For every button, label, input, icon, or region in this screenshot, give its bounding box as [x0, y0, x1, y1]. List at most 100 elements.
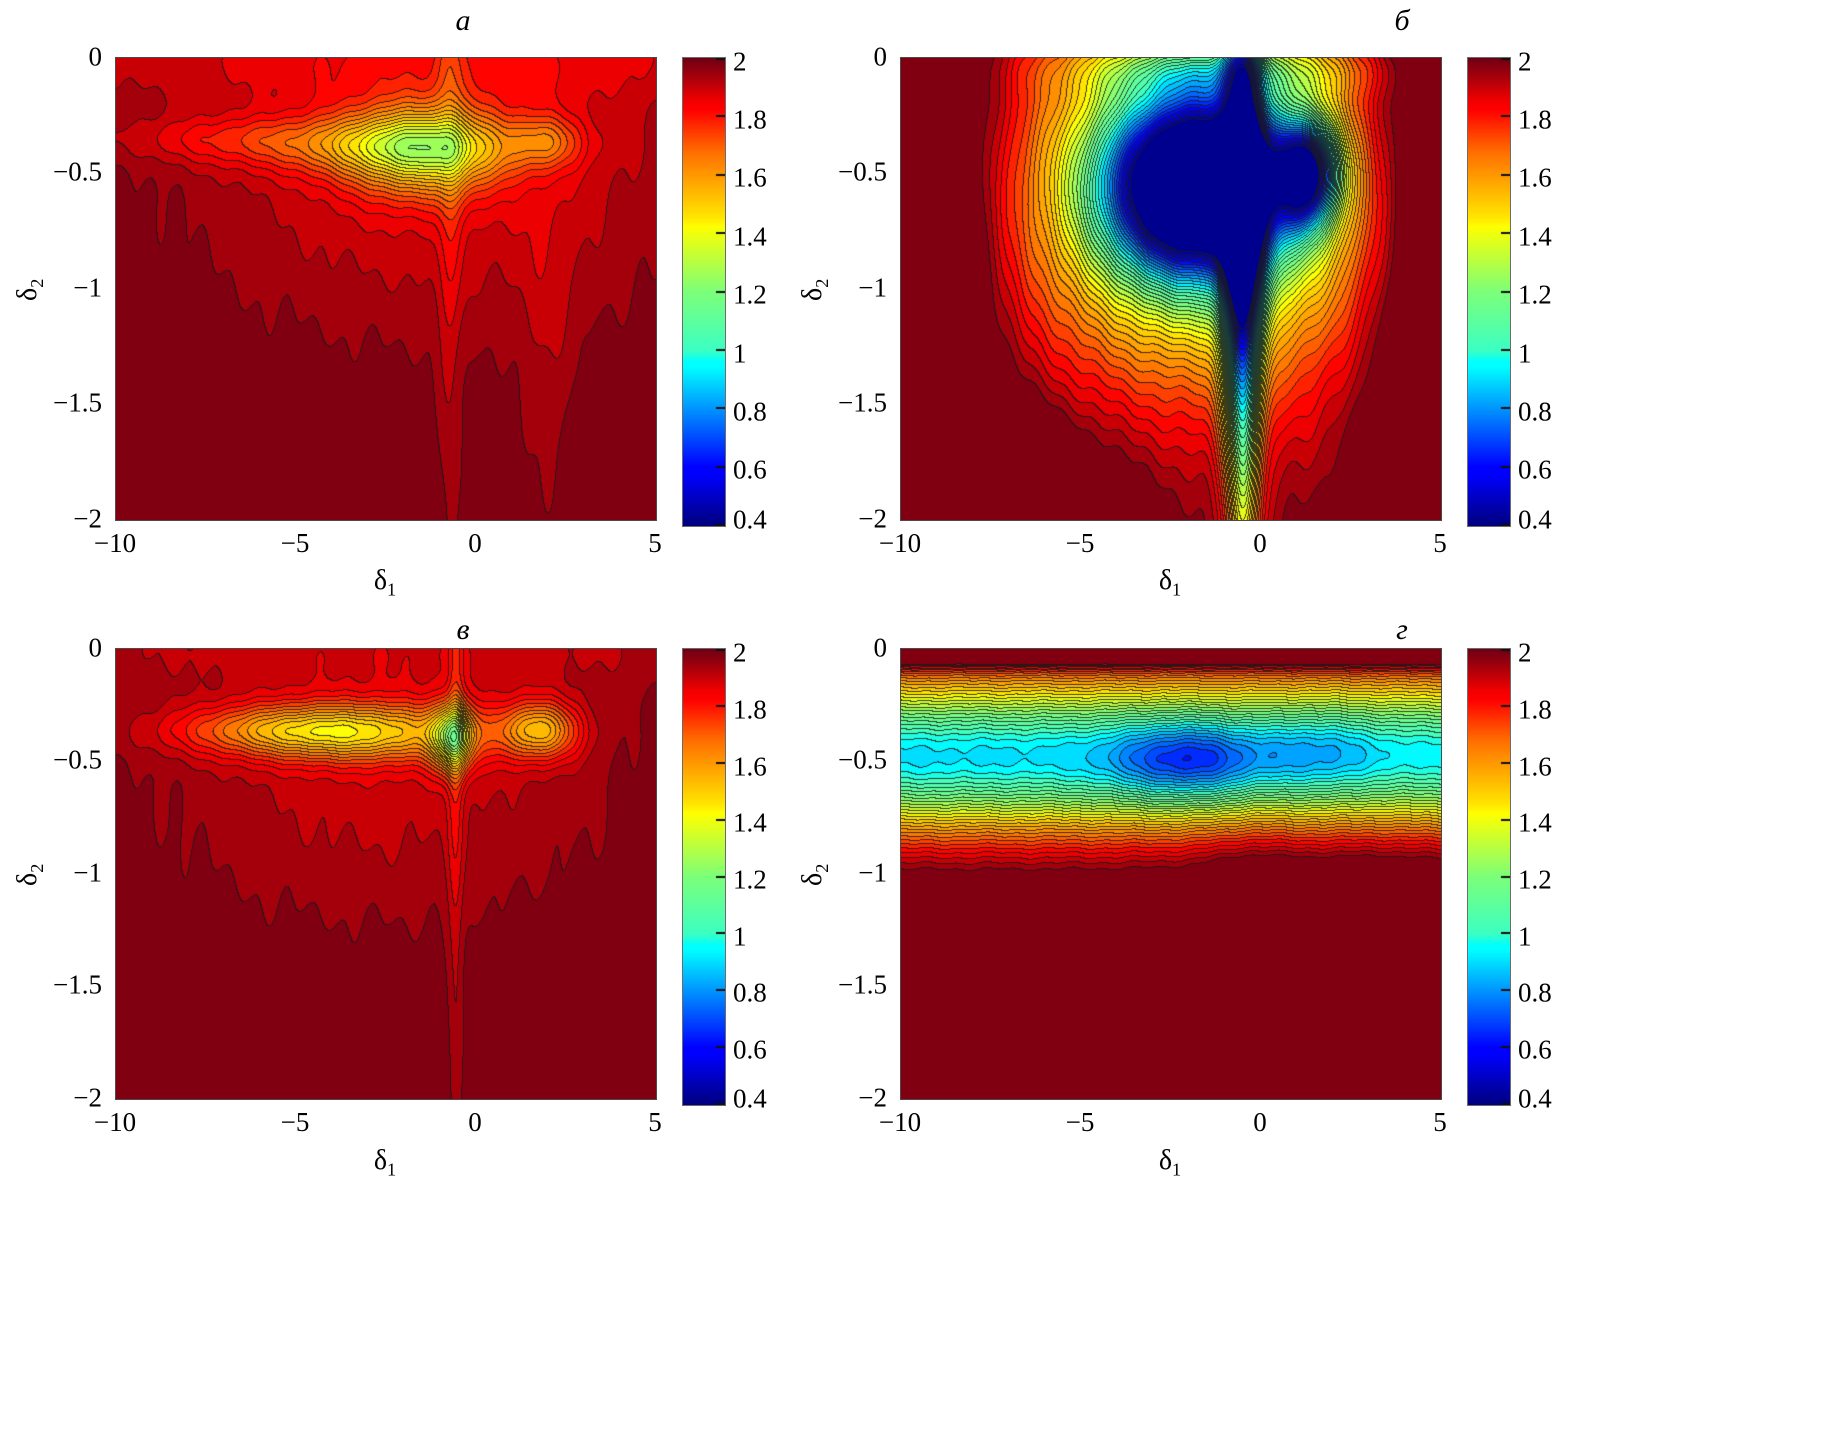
panel-v-xaxis-subscript: 1 — [387, 1159, 397, 1180]
panel-a-yaxis-subscript: 2 — [26, 278, 47, 288]
panel-b-xtick-0: −10 — [878, 528, 922, 558]
panel-g-ytick-0: 0 — [873, 632, 888, 663]
panel-g-ytick-3: −1.5 — [838, 969, 887, 1000]
panel-a-xaxis-symbol: δ — [373, 565, 388, 596]
panel-g-cbar-tick-5: 1 — [1518, 921, 1532, 952]
panel-v-cbar-tick-2: 1.6 — [733, 751, 767, 782]
panel-v-title: в — [456, 613, 470, 646]
panel-g-xaxis-symbol: δ — [1158, 1145, 1173, 1176]
panel-b-plot-area — [900, 57, 1442, 521]
panel-a-cbar-tick-5: 1 — [733, 338, 747, 369]
panel-b-ytick-0: 0 — [873, 41, 888, 72]
panel-g-xtick-0: −10 — [878, 1107, 922, 1137]
panel-g-yaxis-subscript: 2 — [811, 863, 832, 873]
panel-v-cbar-tick-1: 1.8 — [733, 694, 767, 725]
panel-v-cbar-tick-7: 0.6 — [733, 1034, 767, 1065]
panel-v-xtick-2: 0 — [468, 1107, 482, 1137]
panel-v-cbar-tick-4: 1.2 — [733, 864, 767, 895]
panel-g-cbar-tick-0: 2 — [1518, 637, 1532, 668]
panel-b-cbar-tick-4: 1.2 — [1518, 279, 1552, 310]
panel-v-xtick-3: 5 — [648, 1107, 662, 1137]
panel-b-yaxis-label: δ2 — [797, 250, 833, 330]
panel-v-colorbar — [682, 648, 726, 1106]
panel-v-yaxis-label: δ2 — [12, 835, 48, 915]
panel-g-xtick-1: −5 — [1065, 1107, 1095, 1137]
panel-b-cbar-tick-1: 1.8 — [1518, 104, 1552, 135]
panel-a-ytick-2: −1 — [73, 272, 102, 303]
panel-g-ytick-1: −0.5 — [838, 744, 887, 775]
panel-b-yaxis-subscript: 2 — [811, 278, 832, 288]
panel-b-cbar-tick-2: 1.6 — [1518, 162, 1552, 193]
panel-g-ytick-2: −1 — [858, 857, 887, 888]
panel-v-cbar-tick-8: 0.4 — [733, 1083, 767, 1114]
panel-a-yaxis-symbol: δ — [12, 287, 44, 301]
panel-v-cbar-tick-3: 1.4 — [733, 807, 767, 838]
panel-a-cbar-tick-3: 1.4 — [733, 221, 767, 252]
panel-g-cbar-tick-1: 1.8 — [1518, 694, 1552, 725]
panel-v-yaxis-symbol: δ — [12, 872, 44, 886]
panel-g-cbar-tick-2: 1.6 — [1518, 751, 1552, 782]
panel-b-colorbar — [1467, 57, 1511, 527]
panel-v-cbar-tick-5: 1 — [733, 921, 747, 952]
panel-b-xtick-3: 5 — [1433, 528, 1447, 558]
panel-a-cbar-tick-4: 1.2 — [733, 279, 767, 310]
panel-b-title: б — [1394, 4, 1410, 37]
panel-a-xaxis-label: δ1 — [374, 565, 396, 601]
panel-b-cbar-tick-5: 1 — [1518, 338, 1532, 369]
panel-g-yaxis-label: δ2 — [797, 835, 833, 915]
panel-g-plot-area — [900, 648, 1442, 1100]
panel-b-yaxis-symbol: δ — [797, 287, 829, 301]
panel-g-cbar-tick-3: 1.4 — [1518, 807, 1552, 838]
panel-v-yaxis-subscript: 2 — [26, 863, 47, 873]
panel-a-xtick-1: −5 — [280, 528, 310, 558]
panel-v-xaxis-label: δ1 — [374, 1145, 396, 1181]
panel-g-cbar-tick-7: 0.6 — [1518, 1034, 1552, 1065]
panel-a-xtick-2: 0 — [468, 528, 482, 558]
panel-b-cbar-tick-0: 2 — [1518, 46, 1532, 77]
panel-a-ytick-3: −1.5 — [53, 387, 102, 418]
panel-b-ytick-3: −1.5 — [838, 387, 887, 418]
panel-v-ytick-0: 0 — [88, 632, 103, 663]
panel-a-title: а — [455, 4, 471, 37]
panel-a-cbar-tick-7: 0.6 — [733, 454, 767, 485]
panel-b-ytick-1: −0.5 — [838, 156, 887, 187]
panel-g-cbar-tick-8: 0.4 — [1518, 1083, 1552, 1114]
panel-v-ytick-3: −1.5 — [53, 969, 102, 1000]
panel-b-xaxis-label: δ1 — [1159, 565, 1181, 601]
panel-v-ytick-4: −2 — [73, 1082, 102, 1113]
panel-g-xtick-3: 5 — [1433, 1107, 1447, 1137]
panel-a-ytick-4: −2 — [73, 503, 102, 534]
panel-g-xaxis-subscript: 1 — [1172, 1159, 1182, 1180]
panel-g-colorbar — [1467, 648, 1511, 1106]
panel-v-ytick-2: −1 — [73, 857, 102, 888]
panel-v-xtick-0: −10 — [93, 1107, 137, 1137]
panel-b-xtick-1: −5 — [1065, 528, 1095, 558]
panel-b-cbar-tick-6: 0.8 — [1518, 396, 1552, 427]
panel-b-ytick-2: −1 — [858, 272, 887, 303]
panel-v-ytick-1: −0.5 — [53, 744, 102, 775]
panel-g-title: г — [1396, 613, 1408, 646]
panel-g-cbar-tick-4: 1.2 — [1518, 864, 1552, 895]
panel-a-cbar-tick-6: 0.8 — [733, 396, 767, 427]
panel-g-xaxis-label: δ1 — [1159, 1145, 1181, 1181]
panel-a-xtick-0: −10 — [93, 528, 137, 558]
panel-a-cbar-tick-2: 1.6 — [733, 162, 767, 193]
panel-a-cbar-tick-1: 1.8 — [733, 104, 767, 135]
panel-a-xtick-3: 5 — [648, 528, 662, 558]
panel-b-cbar-tick-7: 0.6 — [1518, 454, 1552, 485]
panel-a-plot-area — [115, 57, 657, 521]
panel-g-ytick-4: −2 — [858, 1082, 887, 1113]
panel-b-xtick-2: 0 — [1253, 528, 1267, 558]
panel-b-ytick-4: −2 — [858, 503, 887, 534]
panel-g-xtick-2: 0 — [1253, 1107, 1267, 1137]
panel-b-xaxis-symbol: δ — [1158, 565, 1173, 596]
panel-a-cbar-tick-8: 0.4 — [733, 504, 767, 535]
panel-a-colorbar — [682, 57, 726, 527]
panel-v-cbar-tick-0: 2 — [733, 637, 747, 668]
panel-b-cbar-tick-8: 0.4 — [1518, 504, 1552, 535]
panel-v-xtick-1: −5 — [280, 1107, 310, 1137]
panel-v-cbar-tick-6: 0.8 — [733, 977, 767, 1008]
panel-b-cbar-tick-3: 1.4 — [1518, 221, 1552, 252]
panel-a-ytick-0: 0 — [88, 41, 103, 72]
